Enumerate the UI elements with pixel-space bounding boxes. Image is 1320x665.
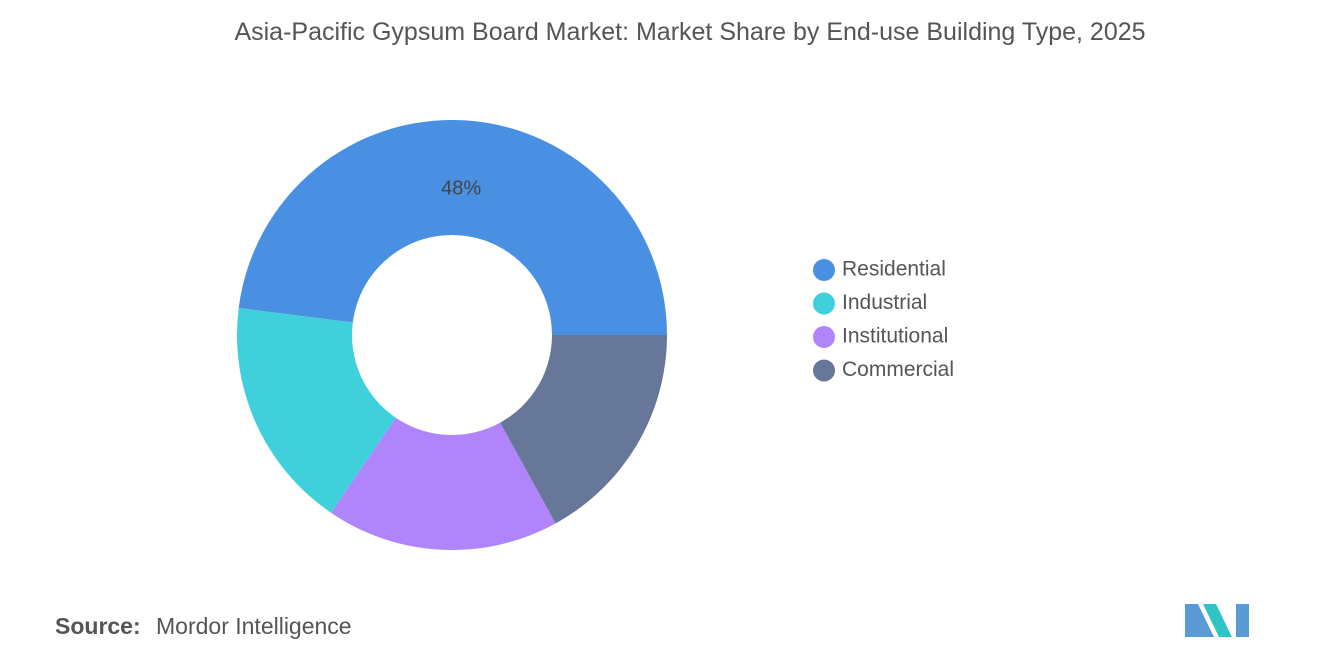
donut-slice [331,417,556,550]
legend-label: Industrial [842,291,927,314]
data-label: 48% [441,177,481,199]
logo-part [1203,604,1232,637]
source: Mordor Intelligence [156,613,352,639]
logo-part [1185,604,1214,637]
legend-swatch [813,292,835,315]
logo-part [1236,604,1249,637]
donut-slice [238,119,667,335]
legend-label: Commercial [842,358,954,381]
logo [1185,604,1249,637]
legend-label: Residential [842,258,946,281]
legend-swatch [813,359,835,382]
legend-swatch [813,259,835,281]
legend-label: Institutional [842,325,948,348]
donut-slice [500,335,667,524]
source-label: Source: [55,613,141,639]
chart-title: Asia-Pacific Gypsum Board Market: Market… [234,18,1146,46]
legend-swatch [813,326,835,348]
donut-slice [236,308,396,513]
